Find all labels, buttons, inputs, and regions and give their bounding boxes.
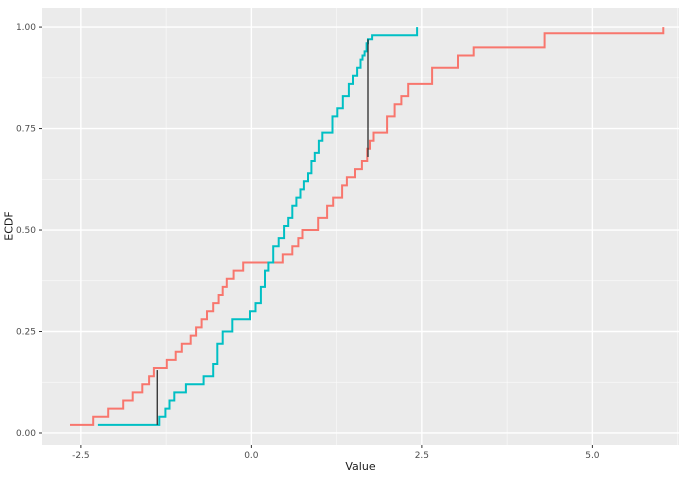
y-tick-label: 0.50 bbox=[16, 226, 36, 236]
sample-2-ecdf-step-line bbox=[97, 27, 419, 426]
x-tick-label: 5.0 bbox=[585, 451, 600, 461]
y-tick-label: 0.75 bbox=[16, 125, 36, 135]
sample-1-ecdf-step-line bbox=[70, 27, 665, 426]
x-tick-label: 2.5 bbox=[415, 451, 429, 461]
x-tick-label: -2.5 bbox=[72, 451, 90, 461]
y-tick-label: 0.25 bbox=[16, 328, 36, 338]
plot-panel bbox=[42, 8, 679, 445]
y-axis-title: ECDF bbox=[2, 211, 16, 241]
x-axis-title: Value bbox=[345, 460, 376, 473]
y-tick-label: 1.00 bbox=[16, 23, 36, 33]
x-tick-label: 0.0 bbox=[244, 451, 259, 461]
y-tick-label: 0.00 bbox=[16, 429, 36, 439]
